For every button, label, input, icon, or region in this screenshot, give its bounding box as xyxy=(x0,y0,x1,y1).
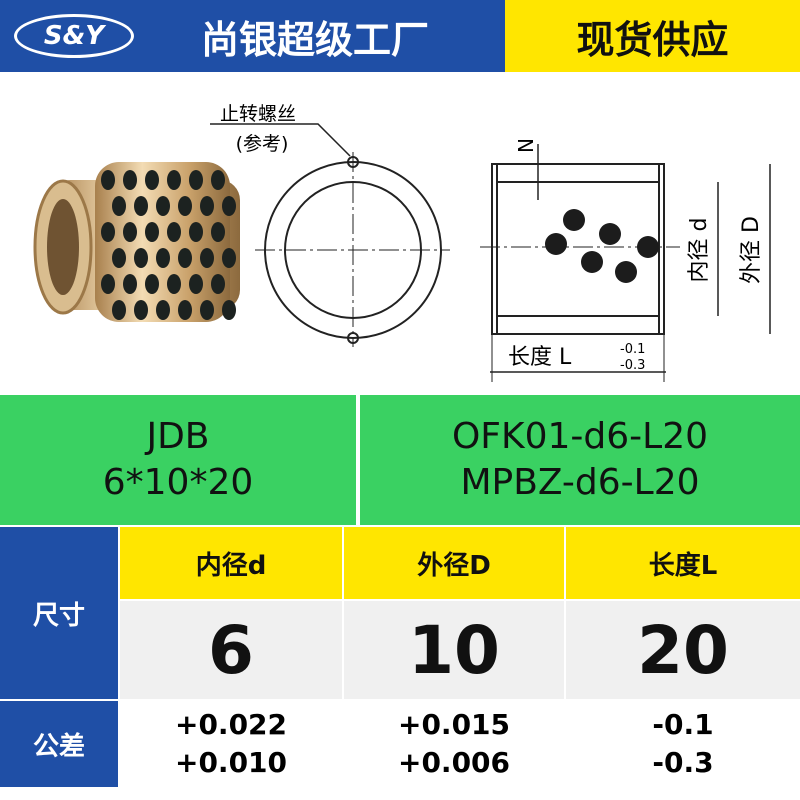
tolerance-value: -0.1 xyxy=(652,708,714,741)
dot xyxy=(123,222,137,242)
model-right: OFK01-d6-L20 MPBZ-d6-L20 xyxy=(360,395,800,525)
end-view xyxy=(210,123,450,347)
dot xyxy=(189,170,203,190)
dot xyxy=(123,274,137,294)
column-header: 长度L xyxy=(566,527,800,599)
dot xyxy=(167,274,181,294)
dot xyxy=(134,196,148,216)
dot xyxy=(145,222,159,242)
screw-label: 止转螺丝 xyxy=(220,103,296,125)
dot xyxy=(211,222,225,242)
dot xyxy=(189,222,203,242)
dot xyxy=(123,170,137,190)
column-header: 外径D xyxy=(344,527,564,599)
dot xyxy=(211,274,225,294)
dot xyxy=(178,248,192,268)
outer-label: 外径 D xyxy=(739,216,764,284)
tolerance-label: 公差 xyxy=(0,701,118,787)
length-tol-upper: -0.1 xyxy=(620,342,645,357)
dot xyxy=(101,274,115,294)
tolerance-value: -0.3 xyxy=(652,746,714,779)
dot xyxy=(145,274,159,294)
dot xyxy=(134,248,148,268)
size-value: 10 xyxy=(344,601,564,699)
dot xyxy=(189,274,203,294)
dot xyxy=(222,248,236,268)
dot xyxy=(112,300,126,320)
dot xyxy=(145,170,159,190)
dot xyxy=(156,300,170,320)
bushing-photo xyxy=(33,162,240,322)
dot xyxy=(101,170,115,190)
dot xyxy=(167,170,181,190)
model: MPBZ-d6-L20 xyxy=(460,462,700,503)
dot xyxy=(167,222,181,242)
size-value: 20 xyxy=(566,601,800,699)
tolerance-value: +0.010 xyxy=(174,746,288,779)
diagram: 止转螺丝 (参考) N 内径 d 外径 D 长度 L -0.1 -0.3 xyxy=(33,103,771,382)
dot xyxy=(200,196,214,216)
side-view xyxy=(480,144,771,382)
dot xyxy=(222,196,236,216)
dot xyxy=(101,222,115,242)
size-value: 6 xyxy=(120,601,342,699)
tolerance-cell: +0.022 +0.010 xyxy=(120,701,342,787)
tolerance-value: +0.022 xyxy=(174,708,288,741)
dot xyxy=(134,300,148,320)
length-label: 长度 L xyxy=(508,345,572,370)
dot xyxy=(156,248,170,268)
dot xyxy=(178,300,192,320)
dot xyxy=(211,170,225,190)
tolerance-cell: +0.015 +0.006 xyxy=(344,701,564,787)
size-label: 尺寸 xyxy=(0,527,118,699)
dot xyxy=(200,300,214,320)
inner-label: 内径 d xyxy=(687,218,712,283)
n-label: N xyxy=(513,138,537,153)
tolerance-value: +0.006 xyxy=(397,746,511,779)
screw-note: (参考) xyxy=(236,133,289,155)
tolerance-cell: -0.1 -0.3 xyxy=(566,701,800,787)
model: JDB xyxy=(146,416,210,457)
length-tol-lower: -0.3 xyxy=(620,358,645,373)
dot xyxy=(222,300,236,320)
tolerance-value: +0.015 xyxy=(397,708,511,741)
dot xyxy=(112,248,126,268)
dot xyxy=(112,196,126,216)
model-left: JDB 6*10*20 xyxy=(0,395,356,525)
model: OFK01-d6-L20 xyxy=(451,416,709,457)
dot xyxy=(178,196,192,216)
badge: 现货供应 xyxy=(505,0,800,72)
brand: 尚银超级工厂 xyxy=(200,17,429,62)
logo: S&Y xyxy=(14,14,134,58)
column-header: 内径d xyxy=(120,527,342,599)
dot xyxy=(200,248,214,268)
dot xyxy=(156,196,170,216)
model: 6*10*20 xyxy=(102,462,254,503)
